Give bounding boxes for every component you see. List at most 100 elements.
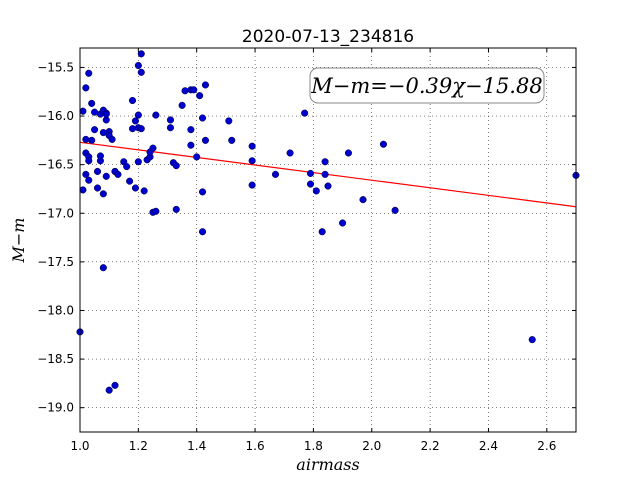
data-point [339, 219, 347, 227]
fit-equation-text: M−m=−0.39χ−15.88 [310, 74, 542, 98]
data-point [152, 111, 160, 119]
plot-frame [79, 47, 577, 433]
y-tick-label: −16.5 [37, 158, 74, 172]
data-point [181, 87, 189, 95]
data-point [85, 69, 93, 77]
x-tick-label: 1.2 [129, 439, 148, 453]
data-point [198, 228, 207, 236]
data-point [134, 158, 142, 166]
data-point [79, 107, 87, 115]
data-point [99, 129, 107, 137]
data-point [93, 167, 102, 176]
data-point [172, 205, 180, 213]
data-point [131, 117, 139, 125]
data-point [102, 110, 110, 118]
x-tick-label: 1.4 [187, 439, 206, 453]
y-tick-label: −16.0 [37, 109, 74, 123]
data-point [306, 180, 315, 188]
data-point [318, 228, 326, 236]
data-point [391, 206, 399, 214]
x-tick-label: 1.8 [304, 439, 323, 453]
data-point [201, 81, 210, 89]
data-point [301, 109, 309, 117]
x-tick-label: 2.2 [421, 439, 440, 453]
data-point [108, 135, 116, 143]
x-tick-label: 1.6 [246, 439, 265, 453]
y-tick-label: −17.5 [37, 255, 74, 269]
data-point [306, 169, 315, 177]
x-tick-label: 2.0 [362, 439, 381, 453]
grid-lines [79, 48, 576, 432]
data-point [82, 170, 90, 178]
data-point [96, 152, 104, 160]
data-point [359, 196, 367, 204]
data-point [91, 126, 99, 134]
data-point [82, 84, 90, 92]
data-point [286, 149, 294, 157]
data-point [248, 181, 256, 189]
data-point [105, 386, 113, 394]
data-point [79, 186, 87, 194]
x-tick-label: 1.0 [70, 439, 89, 453]
fit-equation-annotation: M−m=−0.39χ−15.88 [309, 67, 545, 104]
data-point [123, 163, 131, 171]
x-tick-label: 2.6 [537, 439, 556, 453]
data-point [271, 170, 280, 178]
data-point [166, 124, 174, 132]
data-point [131, 184, 139, 192]
data-point [85, 176, 93, 184]
data-point [128, 125, 137, 133]
data-point [114, 170, 122, 178]
data-point [152, 207, 160, 215]
data-point [82, 135, 90, 143]
data-point [134, 61, 142, 70]
data-point [178, 101, 186, 109]
chart-title: 2020-07-13_234816 [242, 27, 414, 47]
data-point [201, 136, 210, 144]
data-point [93, 184, 102, 192]
data-point [321, 158, 329, 166]
data-point [137, 125, 145, 133]
data-point [166, 116, 174, 124]
axis-ticks: 1.0 1.2 1.4 1.6 1.8 2.0 2.2 2.4 2.6 −15.5 −16.0 −16… [37, 48, 576, 453]
data-point [88, 136, 96, 144]
data-point [134, 111, 142, 119]
y-tick-label: −18.0 [37, 303, 74, 317]
y-tick-label: −18.5 [37, 352, 74, 366]
y-tick-label: −17.0 [37, 206, 74, 220]
x-tick-label: 2.4 [479, 439, 498, 453]
data-point [248, 157, 256, 165]
data-point [528, 336, 536, 344]
data-point [324, 182, 332, 190]
data-point [190, 86, 198, 94]
data-point [379, 140, 387, 148]
data-point [128, 96, 137, 105]
data-points [76, 50, 580, 394]
data-point [137, 68, 145, 76]
data-point [99, 190, 107, 198]
data-point [187, 141, 195, 149]
data-point [149, 144, 157, 152]
data-point [344, 149, 352, 157]
annotation-box [309, 67, 545, 104]
data-point [140, 187, 148, 195]
data-point [102, 172, 110, 180]
data-point [196, 92, 204, 100]
data-point [312, 187, 320, 195]
y-axis-label: M−m [9, 218, 28, 264]
y-tick-label: −19.0 [37, 401, 74, 415]
data-point [88, 99, 96, 107]
data-point [228, 136, 236, 144]
data-point [198, 114, 207, 122]
data-point [193, 153, 201, 161]
data-point [198, 188, 207, 196]
data-point [137, 50, 145, 58]
data-point [225, 117, 233, 125]
data-point [172, 162, 180, 170]
data-point [99, 264, 107, 272]
data-point [85, 157, 93, 165]
data-point [187, 126, 195, 134]
data-point [111, 381, 119, 389]
data-point [126, 177, 134, 185]
